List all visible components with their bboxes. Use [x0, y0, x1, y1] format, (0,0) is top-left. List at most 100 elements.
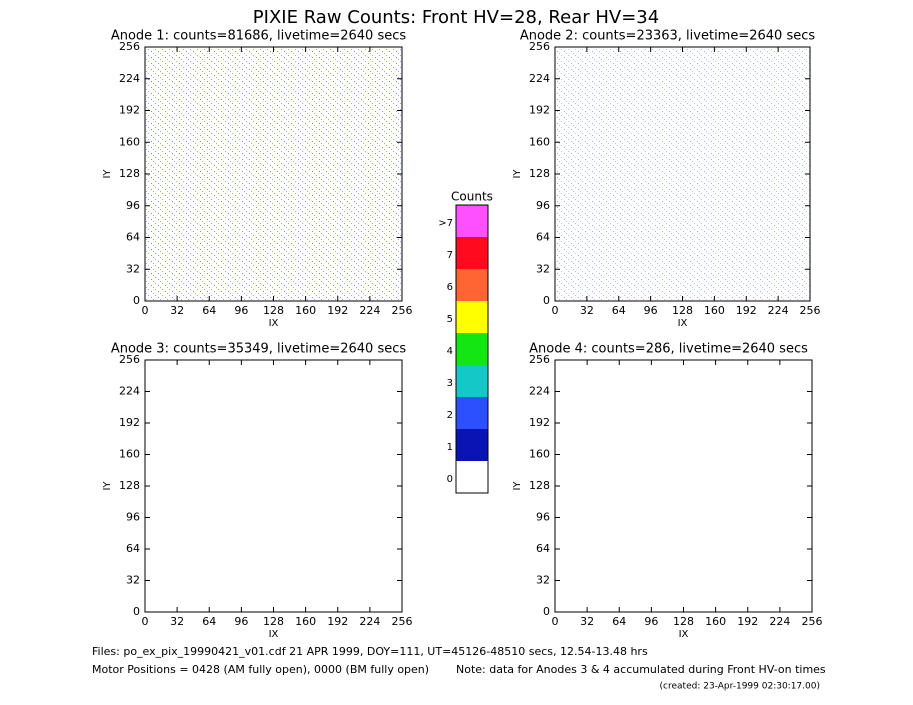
x-tick-label: 64: [612, 615, 626, 628]
x-tick-label: 32: [580, 304, 594, 317]
footer-files: Files: po_ex_pix_19990421_v01.cdf 21 APR…: [92, 645, 648, 658]
y-tick-label: 160: [119, 135, 140, 148]
y-tick-label: 0: [543, 605, 550, 618]
x-tick-label: 192: [736, 304, 757, 317]
x-tick-label: 224: [769, 615, 790, 628]
y-axis-label: IY: [512, 481, 523, 491]
footer-created: (created: 23-Apr-1999 02:30:17.00): [660, 682, 820, 692]
x-tick-label: 64: [202, 615, 216, 628]
x-tick-label: 32: [170, 304, 184, 317]
colorbar-label: >7: [438, 218, 453, 229]
y-axis-label: IY: [512, 169, 523, 179]
y-tick-label: 128: [119, 479, 140, 492]
x-tick-label: 160: [295, 304, 316, 317]
colorbar-frame: [455, 204, 489, 494]
y-axis-label: IY: [102, 169, 113, 179]
x-tick-label: 256: [392, 615, 413, 628]
x-tick-label: 192: [327, 615, 348, 628]
x-tick-label: 256: [802, 615, 823, 628]
texture: [146, 48, 402, 301]
plot-frame: [144, 359, 403, 613]
x-tick-label: 128: [673, 615, 694, 628]
y-tick-label: 64: [536, 542, 550, 555]
y-tick-label: 96: [126, 511, 140, 524]
plot-frame: [554, 359, 813, 613]
y-tick-label: 192: [119, 416, 140, 429]
colorbar-cell: [456, 461, 488, 493]
y-tick-label: 128: [119, 167, 140, 180]
y-tick-label: 64: [126, 542, 140, 555]
x-tick-label: 0: [142, 615, 149, 628]
colorbar-cell: [456, 397, 488, 429]
y-tick-label: 160: [529, 448, 550, 461]
x-tick-label: 64: [612, 304, 626, 317]
x-tick-label: 256: [800, 304, 821, 317]
x-axis-label: IX: [678, 318, 688, 329]
colorbar-cell: [456, 301, 488, 333]
y-tick-label: 192: [529, 416, 550, 429]
y-tick-label: 256: [529, 353, 550, 366]
colorbar-label: 5: [447, 314, 453, 325]
y-tick-label: 0: [133, 605, 140, 618]
x-tick-label: 64: [202, 304, 216, 317]
y-tick-label: 128: [529, 167, 550, 180]
x-tick-label: 32: [580, 615, 594, 628]
x-axis-label: IX: [269, 629, 279, 640]
y-tick-label: 32: [126, 574, 140, 587]
colorbar-cell: [456, 333, 488, 365]
y-tick-label: 128: [529, 479, 550, 492]
figure-title: PIXIE Raw Counts: Front HV=28, Rear HV=3…: [253, 7, 659, 28]
colorbar-cell: [456, 365, 488, 397]
y-tick-label: 256: [529, 40, 550, 53]
y-tick-label: 192: [529, 104, 550, 117]
y-tick-label: 96: [536, 511, 550, 524]
y-tick-label: 256: [119, 353, 140, 366]
x-tick-label: 0: [552, 615, 559, 628]
y-tick-label: 224: [119, 72, 140, 85]
y-tick-label: 224: [529, 385, 550, 398]
x-axis-label: IX: [269, 318, 279, 329]
x-tick-label: 96: [644, 615, 658, 628]
y-tick-label: 224: [119, 385, 140, 398]
y-axis-label: IY: [102, 481, 113, 491]
x-tick-label: 160: [295, 615, 316, 628]
y-tick-label: 32: [536, 262, 550, 275]
panel-title: Anode 4: counts=286, livetime=2640 secs: [529, 342, 808, 357]
colorbar-cell: [456, 269, 488, 301]
x-tick-label: 224: [359, 615, 380, 628]
colorbar-title: Counts: [451, 190, 493, 204]
y-tick-label: 32: [126, 262, 140, 275]
x-tick-label: 192: [737, 615, 758, 628]
x-tick-label: 128: [263, 615, 284, 628]
colorbar-label: 6: [447, 282, 453, 293]
x-tick-label: 160: [705, 615, 726, 628]
colorbar-label: 4: [447, 346, 453, 357]
footer-motor: Motor Positions = 0428 (AM fully open), …: [92, 663, 429, 676]
x-tick-label: 96: [644, 304, 658, 317]
x-tick-label: 128: [263, 304, 284, 317]
x-tick-label: 224: [359, 304, 380, 317]
panel-title: Anode 2: counts=23363, livetime=2640 sec…: [520, 29, 816, 44]
y-tick-label: 160: [529, 135, 550, 148]
x-tick-label: 0: [552, 304, 559, 317]
y-tick-label: 64: [126, 231, 140, 244]
y-tick-label: 256: [119, 40, 140, 53]
y-tick-label: 64: [536, 231, 550, 244]
footer-note: Note: data for Anodes 3 & 4 accumulated …: [456, 663, 826, 676]
panel-title: Anode 3: counts=35349, livetime=2640 sec…: [111, 342, 407, 357]
colorbar-label: 2: [447, 410, 453, 421]
y-tick-label: 224: [529, 72, 550, 85]
x-tick-label: 256: [392, 304, 413, 317]
x-tick-label: 32: [170, 615, 184, 628]
x-tick-label: 0: [142, 304, 149, 317]
x-tick-label: 224: [768, 304, 789, 317]
y-tick-label: 192: [119, 104, 140, 117]
x-tick-label: 192: [327, 304, 348, 317]
y-tick-label: 96: [126, 199, 140, 212]
colorbar-label: 0: [447, 474, 453, 485]
x-axis-label: IX: [679, 629, 689, 640]
colorbar-cell: [456, 237, 488, 269]
y-tick-label: 0: [543, 294, 550, 307]
colorbar-label: 3: [447, 378, 453, 389]
